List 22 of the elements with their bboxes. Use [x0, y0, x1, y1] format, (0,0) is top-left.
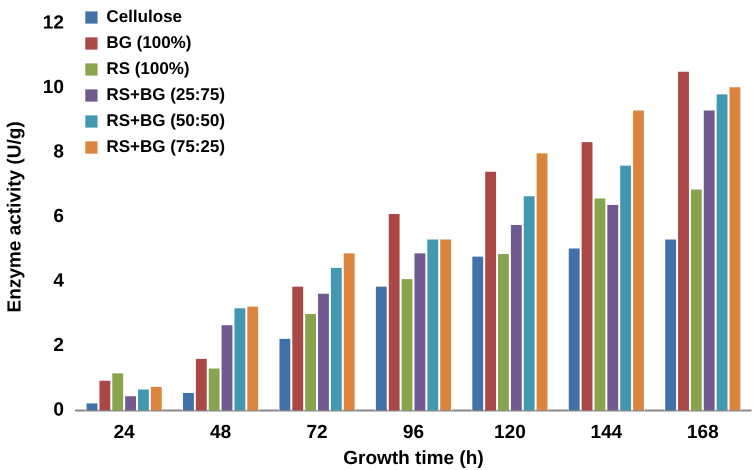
y-axis-title: Enzyme activity (U/g)	[4, 121, 26, 312]
legend-label: Cellulose	[106, 7, 182, 26]
x-tick-label: 168	[686, 422, 719, 444]
x-tick-label: 144	[590, 422, 623, 444]
y-tick-label: 4	[53, 270, 64, 292]
x-tick-label: 48	[210, 422, 232, 444]
legend-label: RS+BG (75:25)	[106, 137, 226, 156]
y-tick-label: 2	[53, 335, 64, 356]
y-tick-label: 8	[53, 142, 64, 163]
legend-label: RS+BG (50:50)	[106, 111, 226, 130]
x-tick-label: 24	[114, 422, 136, 444]
legend-label: BG (100%)	[106, 33, 192, 52]
y-tick-label: 10	[42, 77, 64, 98]
x-tick-label: 120	[494, 422, 526, 444]
y-tick-label: 0	[53, 400, 64, 421]
x-axis-title: Growth time (h)	[343, 448, 484, 469]
legend-label: RS+BG (25:75)	[106, 85, 226, 104]
x-tick-label: 72	[306, 422, 328, 444]
y-tick-label: 6	[53, 206, 64, 228]
legend-label: RS (100%)	[106, 59, 190, 78]
y-tick-label: 12	[42, 12, 64, 34]
x-tick-label: 96	[402, 422, 424, 444]
